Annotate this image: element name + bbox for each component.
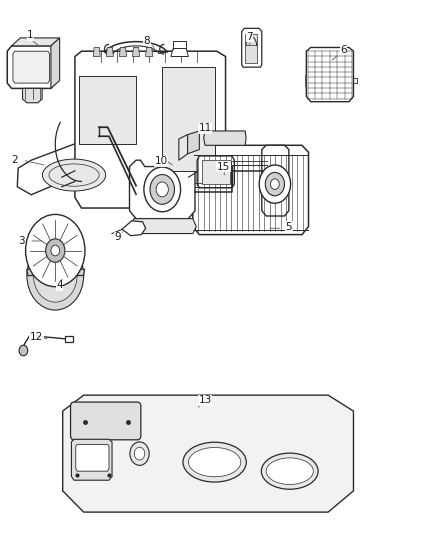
Polygon shape <box>122 221 146 236</box>
Circle shape <box>27 241 84 310</box>
Polygon shape <box>130 160 195 219</box>
Polygon shape <box>131 219 196 233</box>
Polygon shape <box>197 156 234 188</box>
Text: 13: 13 <box>198 395 212 406</box>
Text: 11: 11 <box>198 123 212 133</box>
Polygon shape <box>162 67 215 171</box>
Polygon shape <box>27 269 85 276</box>
Text: 9: 9 <box>114 232 121 243</box>
Circle shape <box>33 249 77 302</box>
Polygon shape <box>204 131 246 146</box>
Polygon shape <box>193 146 308 235</box>
Circle shape <box>265 172 285 196</box>
Text: 12: 12 <box>30 332 43 342</box>
Polygon shape <box>245 34 258 63</box>
Text: 15: 15 <box>217 161 230 172</box>
Text: 2: 2 <box>11 155 18 165</box>
Polygon shape <box>262 146 289 216</box>
Circle shape <box>134 447 145 460</box>
Text: 4: 4 <box>57 280 63 290</box>
Polygon shape <box>106 47 113 56</box>
Ellipse shape <box>42 159 106 191</box>
Polygon shape <box>306 47 353 102</box>
Polygon shape <box>22 88 42 103</box>
Ellipse shape <box>266 458 313 484</box>
Circle shape <box>51 245 60 256</box>
Ellipse shape <box>188 448 241 477</box>
Polygon shape <box>71 439 112 480</box>
Circle shape <box>46 239 65 262</box>
Polygon shape <box>146 47 152 56</box>
Polygon shape <box>305 75 306 86</box>
Circle shape <box>259 165 290 203</box>
Circle shape <box>271 179 279 189</box>
Polygon shape <box>120 47 127 56</box>
Circle shape <box>130 442 149 465</box>
Circle shape <box>156 182 168 197</box>
Polygon shape <box>242 28 262 67</box>
Ellipse shape <box>183 442 246 482</box>
Polygon shape <box>76 445 109 471</box>
Polygon shape <box>7 46 55 88</box>
Text: 5: 5 <box>286 222 292 232</box>
Polygon shape <box>79 76 136 144</box>
Polygon shape <box>17 139 130 195</box>
Polygon shape <box>75 51 226 208</box>
Circle shape <box>144 167 180 212</box>
Circle shape <box>19 345 28 356</box>
Polygon shape <box>12 38 60 46</box>
FancyBboxPatch shape <box>71 402 141 440</box>
Circle shape <box>25 214 85 287</box>
Circle shape <box>150 174 174 204</box>
Text: 6: 6 <box>340 45 347 54</box>
Text: 1: 1 <box>27 30 34 41</box>
Polygon shape <box>63 395 353 512</box>
Polygon shape <box>133 47 140 56</box>
Polygon shape <box>51 38 60 88</box>
Polygon shape <box>65 336 73 342</box>
Ellipse shape <box>261 453 318 489</box>
Polygon shape <box>187 131 199 154</box>
Polygon shape <box>201 160 230 184</box>
Polygon shape <box>13 51 49 83</box>
Text: 7: 7 <box>246 32 253 42</box>
Text: 8: 8 <box>144 36 150 45</box>
Polygon shape <box>171 49 188 56</box>
Polygon shape <box>93 47 100 56</box>
Text: 10: 10 <box>155 156 168 166</box>
Circle shape <box>25 214 85 287</box>
Text: 3: 3 <box>18 236 25 246</box>
